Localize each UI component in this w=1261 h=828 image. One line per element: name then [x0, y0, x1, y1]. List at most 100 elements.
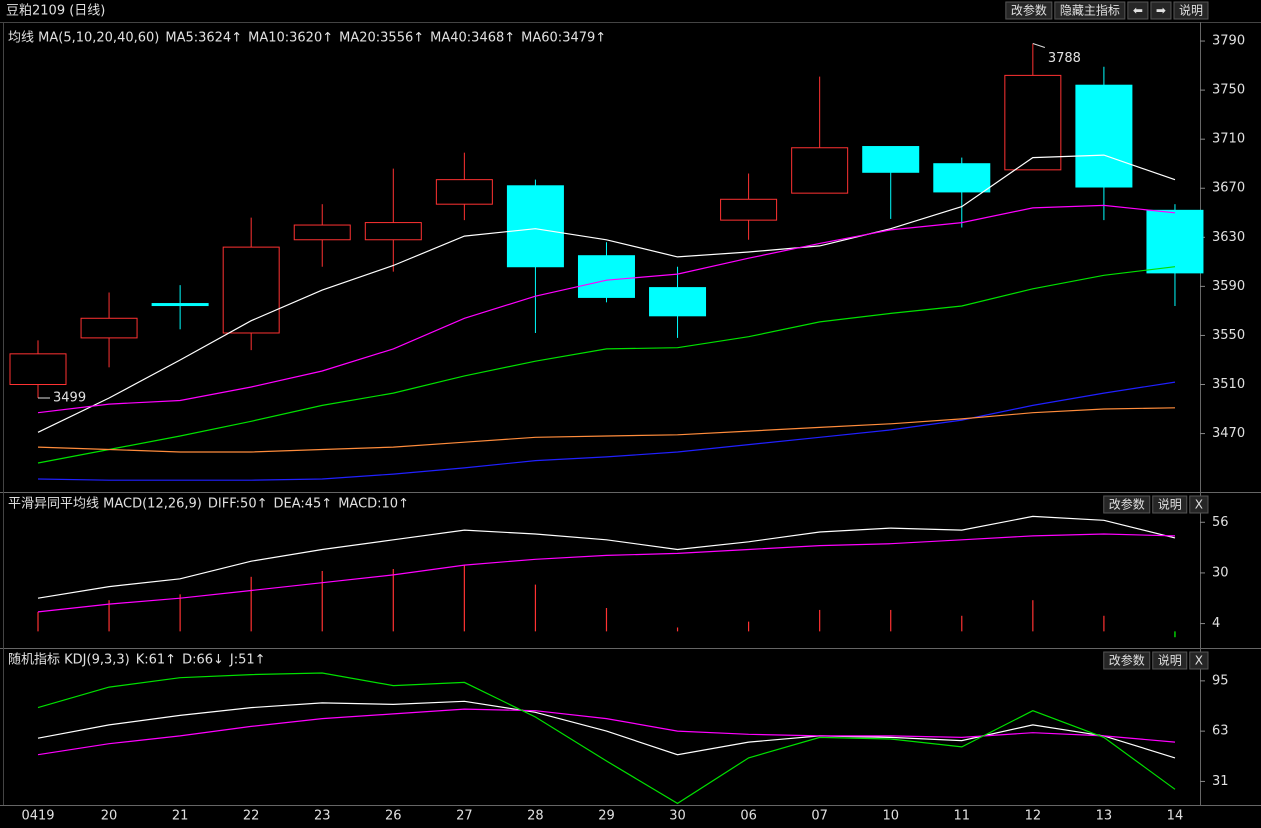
ma-line	[37, 266, 1176, 464]
legend-entry: K:61↑	[136, 653, 176, 668]
button-bg	[1005, 1, 1053, 20]
candle-body	[9, 353, 67, 386]
legend-entry: MA60:3479↑	[521, 31, 606, 46]
y-tick-label: 3710	[1212, 132, 1245, 147]
candle-body	[1075, 84, 1133, 188]
candle-body	[80, 317, 138, 339]
macd-line	[37, 533, 1176, 613]
button-label: 说明	[1158, 653, 1182, 668]
candle-body	[720, 198, 778, 221]
button-bg	[1189, 495, 1209, 514]
button[interactable]: 说明	[1152, 651, 1188, 670]
candle-body	[791, 147, 849, 194]
candle-body	[222, 246, 280, 334]
macd-line	[37, 515, 1176, 599]
y-tick-label: 95	[1212, 673, 1229, 688]
button[interactable]: X	[1189, 651, 1209, 670]
candle-body	[649, 287, 707, 317]
legend-entry: MA5:3624↑	[165, 31, 242, 46]
x-tick-label: 27	[456, 809, 473, 824]
kdj-line	[37, 708, 1176, 756]
button-bg	[1103, 495, 1151, 514]
button-label: ➡	[1156, 4, 1166, 18]
button-bg	[1173, 1, 1209, 20]
candle-body	[364, 222, 422, 241]
legend-entry: DEA:45↑	[273, 497, 332, 512]
legend-entry: MA20:3556↑	[339, 31, 424, 46]
y-tick-label: 3630	[1212, 230, 1245, 245]
annotation: 3499	[53, 391, 86, 406]
ma-line	[37, 204, 1176, 414]
x-tick-label: 13	[1096, 809, 1113, 824]
ma-line	[37, 154, 1176, 433]
x-tick-label: 0419	[21, 809, 54, 824]
button[interactable]: 改参数	[1005, 1, 1053, 20]
button-bg	[1103, 651, 1151, 670]
button-label: 改参数	[1109, 497, 1145, 512]
x-tick-label: 06	[740, 809, 757, 824]
candle-body	[506, 185, 564, 268]
x-tick-label: 11	[954, 809, 971, 824]
y-tick-label: 3670	[1212, 181, 1245, 196]
candle-body	[577, 255, 635, 298]
candle-body	[151, 303, 209, 307]
button-bg	[1189, 651, 1209, 670]
button-label: 改参数	[1109, 653, 1145, 668]
y-tick-label: 3790	[1212, 34, 1245, 49]
button[interactable]: 改参数	[1103, 651, 1151, 670]
button-bg	[1150, 1, 1172, 20]
button[interactable]: X	[1189, 495, 1209, 514]
x-tick-label: 30	[669, 809, 686, 824]
legend-entry: J:51↑	[229, 653, 266, 668]
button-bg	[1127, 1, 1149, 20]
button[interactable]: 改参数	[1103, 495, 1151, 514]
x-tick-label: 22	[243, 809, 260, 824]
y-tick-label: 63	[1212, 724, 1229, 739]
button-bg	[1054, 1, 1126, 20]
ma-line	[37, 381, 1176, 481]
x-tick-label: 07	[811, 809, 828, 824]
x-tick-label: 26	[385, 809, 402, 824]
y-tick-label: 3590	[1212, 279, 1245, 294]
candle-body	[435, 179, 493, 205]
ma-line	[37, 407, 1176, 453]
button-label: 隐藏主指标	[1060, 3, 1120, 18]
legend-entry: D:66↓	[182, 653, 224, 668]
y-tick-label: 3470	[1212, 426, 1245, 441]
legend-entry: DIFF:50↑	[208, 497, 268, 512]
legend-entry: 均线 MA(5,10,20,40,60)	[8, 31, 159, 46]
button[interactable]: ➡	[1150, 1, 1172, 20]
legend-entry: MACD:10↑	[338, 497, 409, 512]
button-label: ⬅	[1133, 4, 1143, 18]
x-tick-label: 28	[527, 809, 544, 824]
button-bg	[1152, 651, 1188, 670]
button[interactable]: 隐藏主指标	[1054, 1, 1126, 20]
x-tick-label: 10	[882, 809, 899, 824]
y-tick-label: 3510	[1212, 377, 1245, 392]
legend-entry: 平滑异同平均线 MACD(12,26,9)	[8, 497, 202, 512]
y-tick-label: 56	[1212, 515, 1229, 530]
candle-body	[862, 146, 920, 173]
candle-body	[293, 224, 351, 241]
button[interactable]: ⬅	[1127, 1, 1149, 20]
kdj-line	[37, 672, 1176, 805]
button[interactable]: 说明	[1173, 1, 1209, 20]
x-tick-label: 23	[314, 809, 331, 824]
x-tick-label: 12	[1025, 809, 1042, 824]
y-tick-label: 3750	[1212, 83, 1245, 98]
y-tick-label: 4	[1212, 616, 1220, 631]
button-bg	[1152, 495, 1188, 514]
annotation-leader	[1032, 43, 1045, 48]
candle-body	[1146, 209, 1204, 274]
legend-entry: MA10:3620↑	[248, 31, 333, 46]
button-label: X	[1195, 498, 1203, 512]
y-tick-label: 30	[1212, 565, 1229, 580]
button-label: 说明	[1179, 3, 1203, 18]
y-tick-label: 31	[1212, 774, 1229, 789]
window-title: 豆粕2109 (日线)	[6, 4, 105, 19]
button[interactable]: 说明	[1152, 495, 1188, 514]
x-tick-label: 29	[598, 809, 615, 824]
y-tick-label: 3550	[1212, 328, 1245, 343]
